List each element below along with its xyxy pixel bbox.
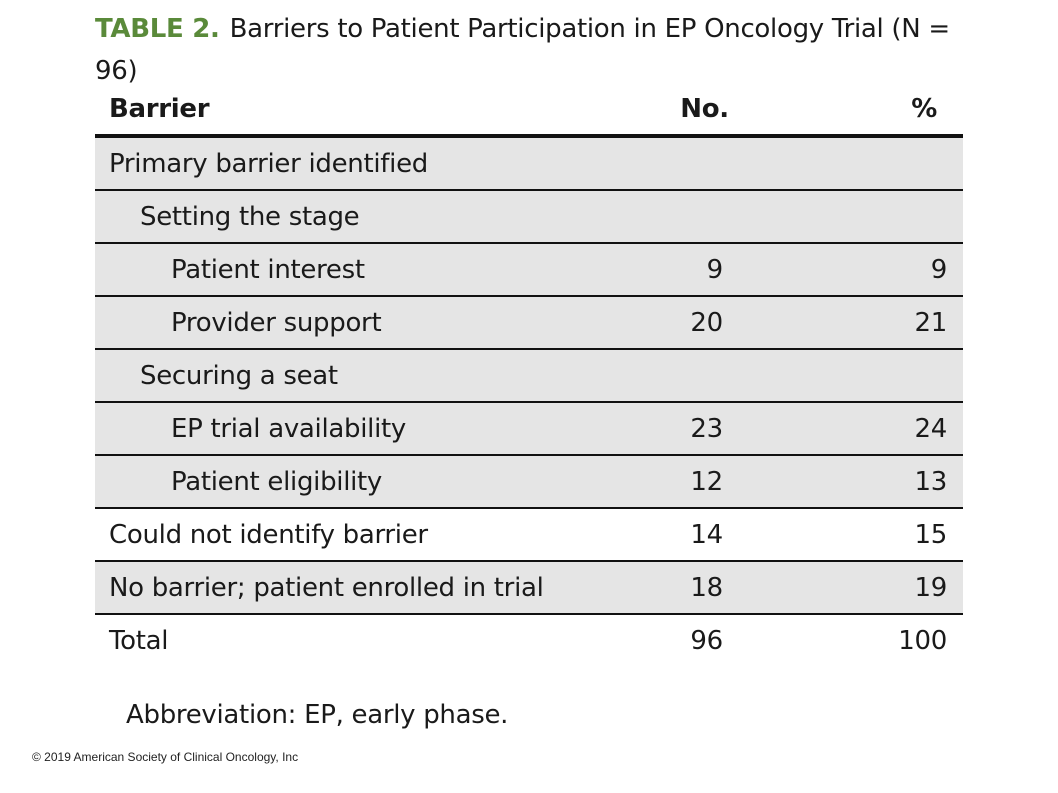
barriers-table: Barrier No. % Primary barrier identified… [95,84,963,666]
copyright-notice: © 2019 American Society of Clinical Onco… [32,750,299,764]
row-no: 12 [558,454,751,508]
row-label: EP trial availability [95,401,559,455]
table-footnote: Abbreviation: EP, early phase. [126,700,509,730]
header-percent: % [750,84,963,138]
row-label: Provider support [95,295,559,349]
table-title-text: Barriers to Patient Participation in EP … [95,14,950,86]
table-number-label: TABLE 2. [95,14,220,44]
table-row: Patient interest 9 9 [95,242,963,296]
table-title: TABLE 2. Barriers to Patient Participatio… [95,8,975,92]
row-percent [750,134,963,190]
table-row: Provider support 20 21 [95,295,963,349]
table-row: EP trial availability 23 24 [95,401,963,455]
row-percent: 24 [750,401,963,455]
row-label: Securing a seat [95,348,559,402]
header-no: No. [558,84,751,138]
row-percent: 19 [750,560,963,614]
row-label: Patient eligibility [95,454,559,508]
table-row: Patient eligibility 12 13 [95,454,963,508]
row-label: Total [95,613,559,666]
row-no [558,134,751,190]
row-percent: 100 [750,613,963,666]
row-no: 23 [558,401,751,455]
table-header-row: Barrier No. % [95,84,963,138]
row-label: Setting the stage [95,189,559,243]
table-row-total: Total 96 100 [95,613,963,666]
row-percent: 15 [750,507,963,561]
row-percent: 9 [750,242,963,296]
row-percent [750,348,963,402]
table-row: Could not identify barrier 14 15 [95,507,963,561]
row-percent: 13 [750,454,963,508]
row-no: 9 [558,242,751,296]
row-label: Patient interest [95,242,559,296]
table-row: No barrier; patient enrolled in trial 18… [95,560,963,614]
table-row: Securing a seat [95,348,963,402]
row-label: Could not identify barrier [95,507,559,561]
table-row: Setting the stage [95,189,963,243]
row-label: Primary barrier identified [95,134,559,190]
row-percent: 21 [750,295,963,349]
row-no: 14 [558,507,751,561]
table-row: Primary barrier identified [95,134,963,190]
row-no [558,189,751,243]
row-label: No barrier; patient enrolled in trial [95,560,559,614]
header-barrier: Barrier [95,84,559,138]
row-no: 18 [558,560,751,614]
row-no [558,348,751,402]
row-no: 96 [558,613,751,666]
row-no: 20 [558,295,751,349]
row-percent [750,189,963,243]
